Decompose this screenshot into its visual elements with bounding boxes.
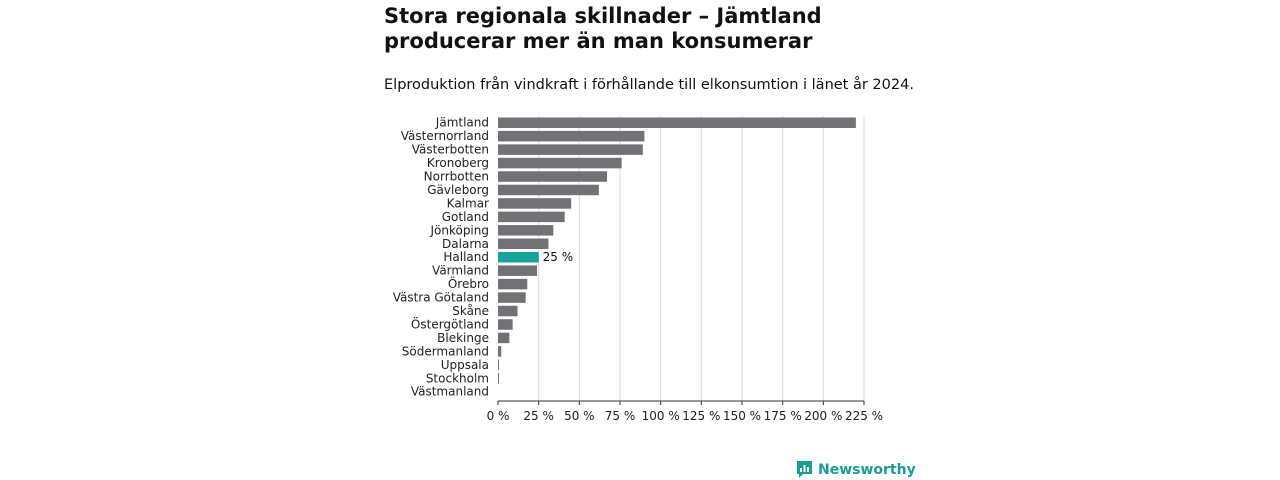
bars: [498, 117, 856, 384]
category-label: Västerbotten: [412, 143, 489, 157]
bar: [498, 211, 565, 223]
category-label: Jämtland: [435, 116, 489, 130]
x-tick-label: 100 %: [642, 409, 680, 423]
brand-logo: Newsworthy: [796, 460, 916, 480]
category-label: Stockholm: [426, 371, 489, 385]
category-label: Kalmar: [447, 196, 489, 210]
category-label: Halland: [443, 250, 489, 264]
bar: [498, 225, 554, 236]
category-label: Gävleborg: [427, 183, 489, 197]
x-tick-label: 75 %: [605, 409, 636, 423]
bar: [498, 157, 622, 169]
category-labels: JämtlandVästernorrlandVästerbottenKronob…: [393, 116, 573, 399]
category-label: Dalarna: [442, 237, 489, 251]
bar: [498, 265, 538, 276]
x-tick-label: 125 %: [682, 409, 720, 423]
bar: [498, 373, 499, 384]
x-tick-label: 175 %: [764, 409, 802, 423]
x-axis: 0 % 25 % 50 % 75 % 100 % 125 % 150 % 175 % 200 %…: [487, 400, 883, 423]
x-tick-label: 200 %: [804, 409, 842, 423]
brand-name: Newsworthy: [818, 462, 916, 478]
bar: [498, 305, 518, 317]
data-label: 25 %: [543, 250, 574, 264]
bar: [498, 278, 528, 290]
bar: [498, 346, 502, 357]
category-label: Värmland: [432, 264, 489, 278]
x-tick-label: 225 %: [845, 409, 883, 423]
category-label: Gotland: [442, 210, 489, 224]
bar: [498, 144, 643, 155]
category-label: Örebro: [448, 275, 489, 291]
bar: [498, 171, 607, 182]
bar: [498, 319, 513, 330]
x-tick-label: 150 %: [723, 409, 761, 423]
x-tick-label: 25 %: [523, 409, 554, 423]
bar: [498, 359, 499, 371]
bar: [498, 292, 526, 303]
category-label: Kronoberg: [427, 156, 489, 170]
bar: [498, 184, 599, 196]
chart-subtitle: Elproduktion från vindkraft i förhålland…: [384, 77, 914, 93]
category-label: Blekinge: [437, 331, 489, 345]
bar: [498, 198, 572, 209]
x-tick-label: 50 %: [564, 409, 595, 423]
category-label: Uppsala: [441, 358, 489, 372]
category-label: Södermanland: [402, 344, 489, 358]
newsworthy-icon: [797, 461, 812, 478]
category-label: Västmanland: [411, 385, 489, 399]
chart-title: Stora regionala skillnader – Jämtland pr…: [384, 4, 822, 53]
category-label: Östergötland: [411, 315, 489, 331]
bar: [498, 332, 510, 344]
bar: [498, 117, 856, 128]
category-label: Norrbotten: [424, 170, 489, 184]
bar: [498, 251, 539, 263]
x-tick-label: 0 %: [487, 409, 510, 423]
category-label: Västernorrland: [401, 129, 489, 143]
bar: [498, 130, 645, 142]
bar: [498, 238, 549, 250]
category-label: Västra Götaland: [393, 291, 489, 305]
category-label: Skåne: [452, 304, 489, 318]
category-label: Jönköping: [429, 223, 489, 237]
